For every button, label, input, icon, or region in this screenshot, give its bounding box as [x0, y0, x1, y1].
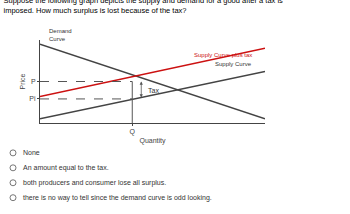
svg-text:An amount equal to the tax.: An amount equal to the tax.: [23, 164, 109, 172]
svg-text:Tax: Tax: [148, 87, 159, 94]
svg-text:there is no way to tell since: there is no way to tell since the demand…: [23, 194, 212, 202]
svg-text:Quantity: Quantity: [139, 137, 166, 145]
svg-text:Supply Curve plus tax: Supply Curve plus tax: [194, 52, 252, 58]
svg-text:Pi: Pi: [29, 95, 36, 102]
svg-text:Suppose the following graph de: Suppose the following graph depicts the …: [4, 0, 284, 15]
svg-text:P: P: [31, 78, 36, 85]
svg-text:None: None: [23, 149, 40, 156]
svg-text:DemandCurve: DemandCurve: [49, 28, 72, 42]
svg-text:both producers and consumer lo: both producers and consumer lose all sur…: [23, 179, 166, 187]
svg-text:Q: Q: [130, 128, 136, 136]
svg-text:Supply Curve: Supply Curve: [215, 61, 252, 67]
svg-text:Price: Price: [19, 73, 26, 89]
